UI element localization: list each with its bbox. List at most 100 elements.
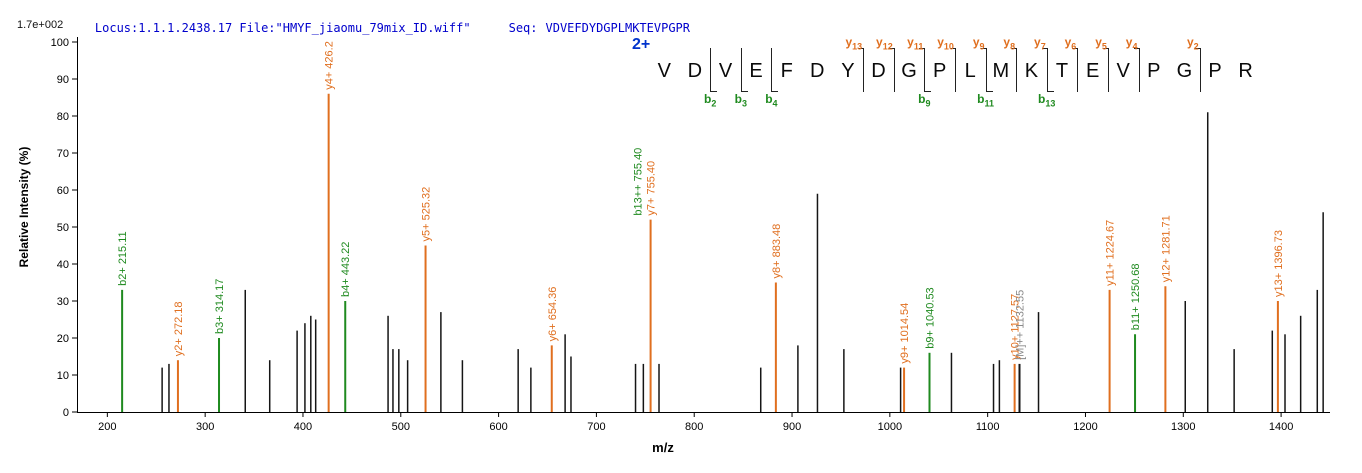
peak-label: y13+ 1396.73 [1273, 230, 1285, 297]
b-ion-hook [1047, 91, 1054, 92]
cleavage-line [1107, 48, 1109, 92]
x-tick-label: 600 [489, 421, 507, 433]
x-tick-label: 1300 [1171, 421, 1195, 433]
y-tick-label: 60 [57, 185, 69, 197]
residue-letter: E [1085, 60, 1100, 82]
cleavage-line [1016, 48, 1018, 92]
peak-label: y2+ 272.18 [173, 301, 185, 356]
residue-letter: Y [841, 60, 855, 82]
residue-letter: P [932, 60, 947, 82]
b-ion-hook [925, 91, 932, 92]
cleavage-line [1138, 48, 1140, 92]
residue-letter: M [992, 60, 1010, 82]
y-ion-hook [919, 48, 926, 49]
x-tick-label: 1000 [878, 421, 902, 433]
b-ion-label: b2 [704, 92, 717, 109]
residue-letter: G [901, 60, 917, 82]
residue-letter: K [1024, 60, 1039, 82]
cleavage-line [863, 48, 865, 92]
y-ion-hook [1133, 48, 1140, 49]
y-ion-hook [1041, 48, 1048, 49]
y-ion-label: y4 [1125, 34, 1138, 51]
y-tick-label: 70 [57, 148, 69, 160]
cleavage-line [1199, 48, 1201, 92]
x-tick-label: 1200 [1073, 421, 1097, 433]
y-tick-label: 20 [57, 333, 69, 345]
b-ion-label: b4 [765, 92, 778, 109]
locus-file-label: Locus:1.1.1.2438.17 File:"HMYF_jiaomu_79… [94, 21, 471, 35]
b-ion-label: b13 [1038, 92, 1056, 109]
residue-letter: V [657, 60, 671, 82]
x-tick-label: 1100 [976, 421, 1000, 433]
residue-letter: D [810, 60, 825, 82]
y-tick-label: 50 [57, 222, 69, 234]
cleavage-line [924, 48, 926, 92]
residue-letter: D [687, 60, 703, 82]
x-tick-label: 400 [294, 421, 312, 433]
peak-label: [M]++ 1132.55 [1014, 290, 1026, 360]
y-ion-label: y12 [876, 34, 893, 51]
x-tick-label: 200 [98, 421, 116, 433]
peak-label: b9+ 1040.53 [924, 287, 936, 348]
residue-letter: R [1238, 60, 1253, 82]
peak-label: b11+ 1250.68 [1130, 264, 1142, 331]
cleavage-line [893, 48, 895, 92]
residue-letter: G [1176, 60, 1193, 82]
y-tick-label: 10 [57, 370, 69, 382]
y-ion-hook [888, 48, 895, 49]
residue-letter: V [1116, 60, 1130, 82]
b-ion-hook [741, 91, 748, 92]
y-ion-label: y7 [1034, 34, 1046, 51]
peak-label: b3+ 314.17 [214, 279, 226, 334]
cleavage-line [985, 48, 987, 92]
x-tick-label: 800 [685, 421, 703, 433]
residue: P [1139, 58, 1170, 84]
y-tick-label: 0 [63, 407, 69, 419]
b-ion-hook [711, 91, 718, 92]
y-ion-hook [1102, 48, 1109, 49]
cleavage-line [771, 48, 773, 92]
b-ion-hook [772, 91, 779, 92]
y-ion-label: y11 [907, 34, 924, 51]
precursor-charge-label: 2+ [632, 36, 651, 53]
peak-label: y7+ 755.40 [646, 161, 658, 216]
y-ion-label: y8 [1003, 34, 1016, 51]
peak-label: y10+ 1127.57 [1010, 294, 1022, 360]
cleavage-line [1077, 48, 1079, 92]
seq-label: Seq: [508, 21, 538, 35]
peak-label: b13++ 755.40 [633, 148, 645, 216]
y-tick-label: 80 [57, 111, 69, 123]
y-tick-label: 30 [57, 296, 69, 308]
residue-letter: V [718, 60, 733, 82]
residue-letter: F [780, 60, 793, 82]
residue: V [649, 58, 680, 84]
peak-label: b4+ 443.22 [340, 242, 352, 297]
y-ion-hook [949, 48, 956, 49]
residue: P [1200, 58, 1231, 84]
header-bar: Locus:1.1.1.2438.17 File:"HMYF_jiaomu_79… [66, 7, 690, 49]
y-tick-label: 40 [57, 259, 69, 271]
residue-letter: P [1147, 60, 1161, 82]
y-ion-label: y2 [1186, 34, 1199, 51]
y-tick-label: 90 [57, 74, 69, 86]
peak-label: y12+ 1281.71 [1160, 215, 1172, 282]
y-ion-hook [1011, 48, 1018, 49]
cleavage-line [740, 48, 742, 92]
peak-label: y6+ 654.36 [547, 287, 559, 342]
y-ion-hook [980, 48, 987, 49]
b-ion-label: b3 [734, 92, 747, 109]
y-ion-label: y6 [1064, 34, 1077, 51]
peak-label: y8+ 883.48 [771, 224, 783, 279]
residue-letter: P [1208, 60, 1222, 82]
cleavage-line [1046, 48, 1048, 92]
